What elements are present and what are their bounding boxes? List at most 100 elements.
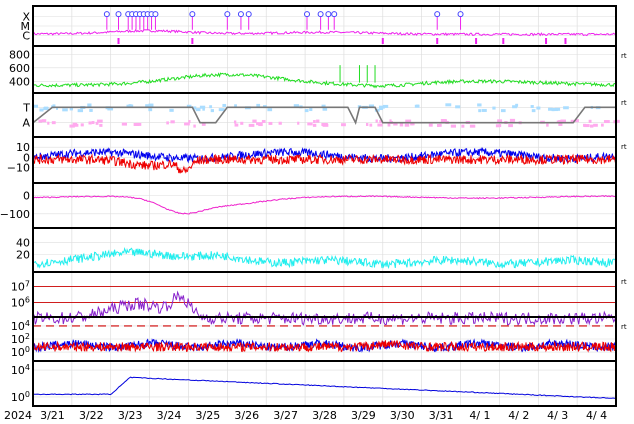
imf_sector-tick-label: A [22, 117, 30, 130]
imf-sector-mark [240, 121, 244, 125]
imf-sector-mark [62, 108, 68, 112]
imf-sector-mark [222, 103, 227, 107]
imf-sector-mark [389, 119, 392, 123]
imf-sector-mark [322, 107, 328, 111]
label-layer: 2024 3/21 3/22 3/23 3/24 3/25 3/26 3/27 3/28 3/2… [0, 11, 627, 422]
imf-sector-mark [121, 122, 127, 126]
dst-index-line [33, 195, 617, 215]
imf-sector-mark [126, 104, 130, 108]
imf-sector-mark [169, 108, 174, 112]
imf-sector-mark [414, 104, 420, 108]
flare-tick [502, 38, 505, 44]
kp-frame [32, 227, 617, 273]
imf-sector-mark [210, 109, 214, 113]
imf-sector-mark [512, 105, 518, 109]
imf-sector-mark [497, 119, 503, 123]
imf-sector-mark [375, 119, 378, 123]
flare-tick [436, 38, 439, 44]
imf-sector-mark [267, 108, 273, 112]
x-tick-label: 3/21 [40, 409, 65, 422]
imf-sector-mark [51, 121, 56, 125]
imf-sector-mark [43, 107, 49, 111]
flare-tick [545, 38, 548, 44]
imf-sector-mark [88, 121, 92, 125]
imf-sector-mark [584, 124, 590, 128]
grid-layer [32, 6, 617, 406]
imf-sector-mark [495, 124, 500, 128]
kp-index-line [32, 247, 617, 269]
imf-sector-mark [603, 120, 610, 124]
imf-sector-mark [193, 124, 196, 128]
wind_speed-tick-label: 800 [9, 48, 30, 61]
flare-tick [475, 38, 478, 44]
flare-marker [115, 11, 122, 18]
imf-sector-mark [209, 105, 213, 109]
imf-sector-mark [546, 123, 549, 127]
imf-sector-mark [39, 108, 44, 112]
wind_speed-tick-label: 600 [9, 62, 30, 75]
imf-sector-mark [500, 109, 506, 113]
imf-sector-mark [548, 107, 553, 111]
imf-sector-mark [258, 123, 263, 127]
imf-sector-mark [410, 122, 414, 126]
imf-sector-mark [393, 122, 398, 126]
imf-sector-mark [186, 104, 192, 108]
electron-frame [32, 271, 617, 318]
imf_sector-right-label: rt [621, 99, 627, 107]
imf-sector-mark [33, 104, 39, 108]
electron-flux-line [32, 290, 617, 326]
imf-sector-mark [530, 105, 534, 109]
imf-sector-mark [377, 123, 383, 127]
imf-sector-mark [312, 123, 317, 127]
imf-sector-mark [55, 106, 58, 110]
imf-sector-mark [89, 108, 93, 112]
flare-tick [564, 38, 567, 44]
imf-sector-mark [588, 119, 592, 123]
imf-sector-mark [248, 123, 255, 127]
imf-sector-mark [202, 107, 205, 111]
xray-tick-label: C [22, 29, 30, 42]
flare-marker [245, 11, 252, 18]
imf-sector-mark [166, 121, 169, 125]
imf-sector-mark [77, 109, 84, 113]
proton-tick-label: 102 [11, 332, 30, 346]
proton-tick-label: 100 [11, 345, 30, 359]
imf-sector-mark [436, 123, 440, 127]
imf-sector-mark [128, 104, 132, 108]
flare-marker [152, 11, 159, 18]
imf-sector-mark [508, 124, 513, 128]
imf-sector-mark [107, 107, 114, 111]
x-tick-label: 3/24 [157, 409, 182, 422]
imf-sector-mark [304, 109, 309, 113]
imf-sector-mark [368, 104, 375, 108]
imf-sector-mark [99, 123, 103, 127]
bz-tick-label: 10 [16, 141, 30, 154]
wind_speed-right-label: rt [621, 52, 627, 60]
imf-sector-mark [563, 106, 569, 110]
flare-marker [325, 11, 332, 18]
imf-sector-mark [379, 119, 382, 123]
imf-sector-mark [316, 119, 320, 123]
imf-sector-line [32, 106, 616, 125]
imf-sector-mark [256, 103, 261, 107]
electron-right-label: rt [621, 278, 627, 286]
imf-sector-mark [405, 119, 412, 123]
imf-sector-mark [307, 122, 313, 126]
imf-sector-mark [515, 103, 519, 107]
imf-sector-mark [399, 123, 404, 127]
imf-sector-mark [531, 109, 536, 113]
flare-marker [304, 11, 311, 18]
flare-marker [237, 11, 244, 18]
flare-tick [381, 38, 384, 44]
imf-sector-mark [552, 108, 559, 112]
neutron-frame [32, 360, 617, 407]
imf-sector-mark [170, 120, 175, 124]
imf-sector-mark [184, 122, 190, 126]
proton-flux-low-line [32, 339, 617, 353]
x-tick-label: 3/30 [390, 409, 415, 422]
flare-marker [434, 11, 441, 18]
xray-tick-label: M [21, 20, 31, 33]
x-tick-label: 3/23 [118, 409, 143, 422]
imf-sector-mark [252, 119, 257, 123]
